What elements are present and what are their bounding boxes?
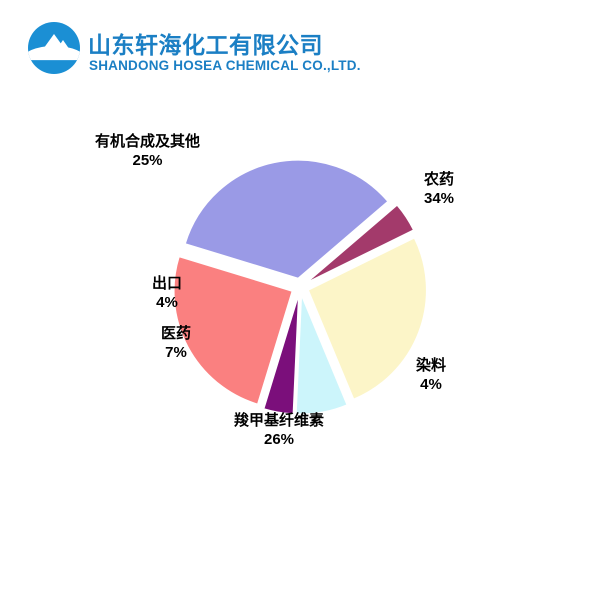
pie-label-0-pct: 34% xyxy=(424,189,455,207)
pie-slice-2 xyxy=(307,237,427,400)
pie-chart: 农药 34% 染料 4% 羧甲基纤维素 26% 医药 7% 出口 4% 有机合成… xyxy=(0,95,600,515)
company-logo-icon xyxy=(28,22,80,74)
pie-label-5-text: 有机合成及其他 xyxy=(95,133,201,150)
pie-label-0-text: 农药 xyxy=(424,171,455,188)
pie-label-3: 医药 7% xyxy=(161,325,191,363)
pie-label-2-text: 羧甲基纤维素 xyxy=(234,412,325,429)
pie-label-4: 出口 4% xyxy=(152,275,182,313)
pie-chart-canvas xyxy=(173,159,427,415)
pie-label-0: 农药 34% xyxy=(424,171,454,209)
pie-label-5-pct: 25% xyxy=(132,151,163,169)
pie-label-1: 染料 4% xyxy=(416,357,446,395)
pie-label-1-pct: 4% xyxy=(420,375,442,393)
pie-slice-4 xyxy=(263,295,299,415)
pie-slice-3 xyxy=(295,295,348,415)
pie-label-3-text: 医药 xyxy=(161,325,192,342)
pie-label-4-text: 出口 xyxy=(152,275,183,292)
pie-label-5: 有机合成及其他 25% xyxy=(95,133,200,171)
pie-slice-5 xyxy=(173,256,293,405)
pie-label-2: 羧甲基纤维素 26% xyxy=(234,412,324,450)
company-header: 山东轩海化工有限公司 SHANDONG HOSEA CHEMICAL CO.,L… xyxy=(0,0,600,95)
pie-label-2-pct: 26% xyxy=(263,430,295,448)
company-name-cn: 山东轩海化工有限公司 xyxy=(88,32,323,58)
pie-label-4-pct: 4% xyxy=(156,293,178,311)
pie-label-1-text: 染料 xyxy=(416,357,447,374)
logo-peak-secondary-shape xyxy=(54,40,72,53)
company-name-en: SHANDONG HOSEA CHEMICAL CO.,LTD. xyxy=(89,58,361,73)
pie-label-3-pct: 7% xyxy=(165,343,187,361)
pie-slice-group xyxy=(173,159,427,415)
pie-slice-0 xyxy=(184,159,389,279)
pie-slice-1 xyxy=(307,204,415,283)
